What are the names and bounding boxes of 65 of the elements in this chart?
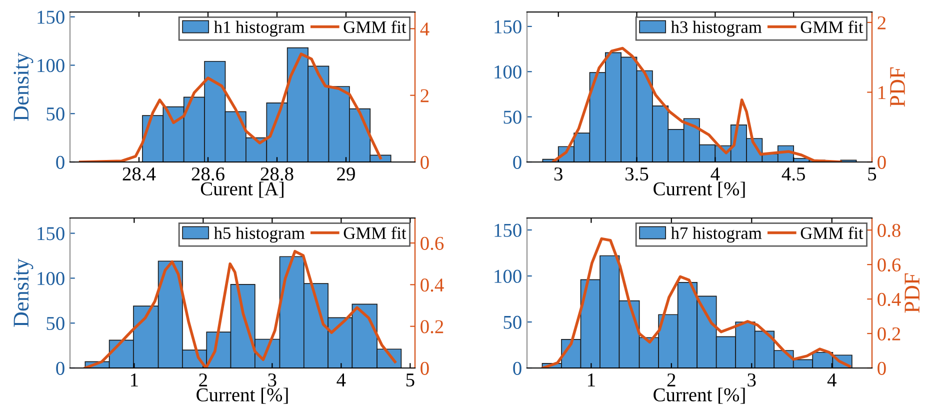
x-tick-label: 2 bbox=[199, 373, 207, 386]
y-tick-label: 0 bbox=[513, 156, 522, 169]
y2-tick-label: 0.8 bbox=[878, 224, 900, 238]
y2-tick-label: 0.6 bbox=[878, 258, 901, 272]
y-tick-label: 150 bbox=[38, 227, 64, 240]
x-tick-label: 28.8 bbox=[260, 167, 294, 181]
y2-tick-label: 0.6 bbox=[420, 236, 444, 250]
y-tick-label: 0 bbox=[56, 362, 64, 375]
y-tick-label: 150 bbox=[494, 224, 522, 237]
y-axis-title: Density bbox=[14, 52, 34, 121]
legend-label: GMM fit bbox=[344, 226, 406, 240]
y-tick-label: 100 bbox=[494, 65, 522, 79]
y2-tick-label: 0 bbox=[420, 156, 429, 169]
y-tick-label: 100 bbox=[494, 270, 522, 283]
y-tick-label: 0 bbox=[56, 156, 64, 169]
x-tick-label: 5 bbox=[406, 374, 414, 387]
y-axis-title: Density bbox=[14, 258, 34, 327]
legend-label: h1 histogram bbox=[214, 20, 305, 37]
y2-axis-title: PDF bbox=[904, 273, 920, 313]
x-tick-label: 1 bbox=[131, 374, 138, 386]
legend-label: h7 histogram bbox=[670, 226, 762, 243]
y2-tick-label: 0.4 bbox=[878, 292, 901, 306]
x-tick-label: 4 bbox=[827, 374, 836, 386]
x-tick-label: 4.5 bbox=[782, 168, 805, 181]
legend-label: h3 histogram bbox=[670, 20, 762, 37]
legend-label: GMM fit bbox=[800, 226, 864, 240]
x-tick-label: 2 bbox=[667, 373, 676, 386]
x-axis-title: Current [%] bbox=[654, 182, 745, 198]
x-tick-label: 3.5 bbox=[626, 167, 648, 181]
legend-label: GMM fit bbox=[800, 20, 864, 34]
y2-tick-label: 0 bbox=[420, 362, 429, 375]
y-tick-label: 150 bbox=[38, 10, 64, 24]
y-tick-label: 50 bbox=[46, 107, 64, 121]
y2-tick-label: 0.4 bbox=[420, 278, 444, 292]
y-tick-label: 50 bbox=[504, 110, 522, 124]
y-tick-label: 50 bbox=[504, 316, 522, 329]
x-tick-label: 28.6 bbox=[192, 167, 224, 181]
x-tick-label: 4 bbox=[336, 374, 346, 386]
y2-tick-label: 1 bbox=[878, 86, 886, 99]
y-tick-label: 100 bbox=[38, 272, 64, 286]
y-tick-label: 0 bbox=[513, 362, 522, 375]
y2-tick-label: 0 bbox=[878, 362, 886, 375]
x-tick-label: 29 bbox=[337, 167, 355, 181]
y2-tick-label: 2 bbox=[420, 89, 429, 102]
y2-axis-title: PDF bbox=[890, 67, 905, 107]
x-tick-label: 5 bbox=[868, 168, 876, 181]
x-tick-label: 4 bbox=[710, 168, 720, 180]
y-tick-label: 150 bbox=[494, 20, 522, 34]
y-tick-label: 100 bbox=[38, 59, 64, 72]
y-tick-label: 50 bbox=[46, 316, 64, 330]
x-tick-label: 3 bbox=[554, 167, 562, 181]
x-axis-title: Current [%] bbox=[654, 388, 745, 404]
y2-tick-label: 2 bbox=[878, 16, 886, 30]
x-tick-label: 3 bbox=[268, 373, 276, 387]
x-tick-label: 1 bbox=[588, 374, 595, 386]
y2-tick-label: 4 bbox=[420, 22, 430, 36]
x-tick-label: 3 bbox=[748, 373, 756, 387]
y2-tick-label: 0.2 bbox=[878, 327, 900, 341]
legend-label: h5 histogram bbox=[214, 226, 305, 243]
y2-tick-label: 0.2 bbox=[420, 320, 444, 334]
x-tick-label: 28.4 bbox=[122, 167, 156, 181]
y2-tick-label: 0 bbox=[878, 156, 886, 169]
x-axis-title: Curent [A] bbox=[200, 182, 284, 198]
legend-label: GMM fit bbox=[344, 20, 406, 34]
x-axis-title: Current [%] bbox=[196, 388, 288, 404]
